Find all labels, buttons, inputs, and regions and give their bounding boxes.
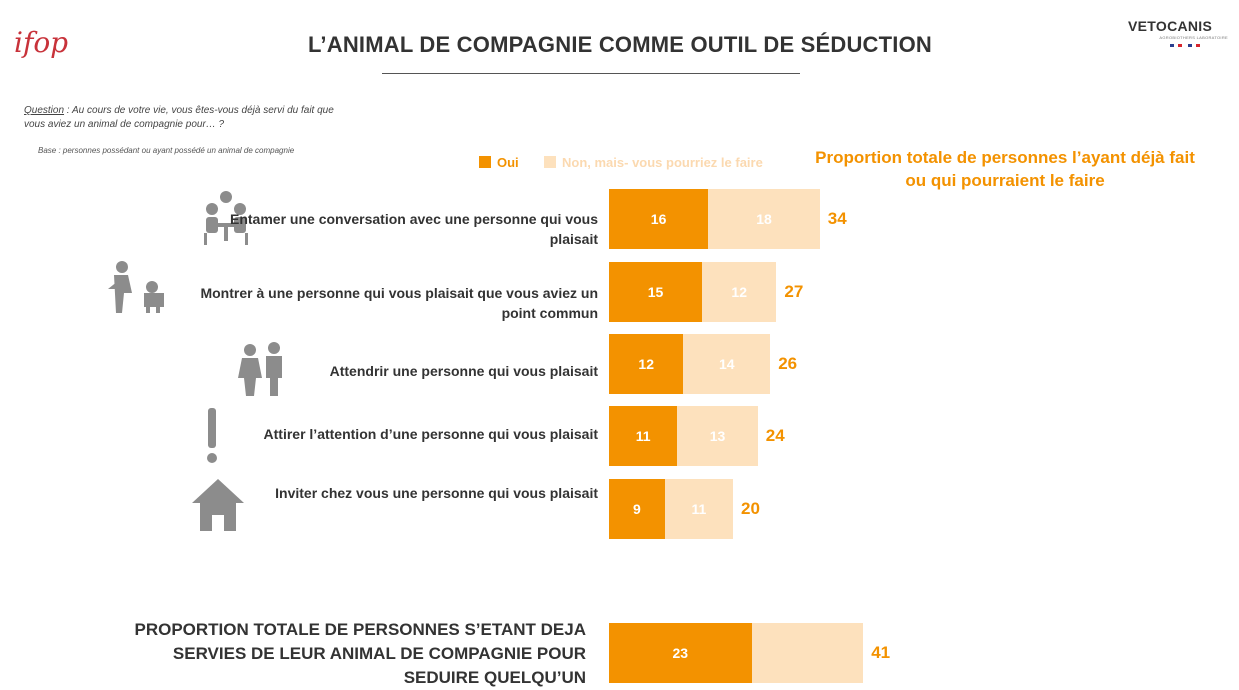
- question-label: Question: [24, 105, 65, 116]
- summary-total-value: 41: [871, 643, 891, 662]
- vetocanis-logo: VETOCANIS AGROBIOTHERS LABORATOIRE: [1128, 18, 1228, 40]
- legend-swatch-non: [544, 156, 556, 168]
- total-value: 27: [784, 282, 804, 301]
- brand-name: VETOCANIS: [1128, 18, 1213, 34]
- ifop-logo-text: ifop: [14, 26, 68, 59]
- legend-label-non: Non, mais- vous pourriez le faire: [562, 154, 763, 170]
- legend-label-oui: Oui: [497, 154, 519, 170]
- bar-oui: 16: [609, 189, 709, 249]
- category-label: Montrer à une personne qui vous plaisait…: [200, 285, 598, 321]
- question-text: : Au cours de votre vie, vous êtes-vous …: [24, 105, 334, 130]
- total-value: 34: [827, 209, 847, 228]
- category-label: Attendrir une personne qui vous plaisait: [329, 363, 598, 379]
- brand-subtitle: AGROBIOTHERS LABORATOIRE: [1159, 35, 1228, 40]
- bar-oui: 12: [609, 334, 684, 394]
- legend-oui: Oui: [479, 154, 519, 170]
- category-label: Attirer l’attention d’une personne qui v…: [263, 426, 598, 442]
- bar-oui: 11: [609, 406, 678, 466]
- bar-oui: 15: [609, 262, 702, 322]
- total-value: 20: [741, 499, 760, 518]
- title-divider: [382, 73, 800, 74]
- category-label: Inviter chez vous une personne qui vous …: [275, 485, 598, 501]
- bar-non: 13: [677, 406, 758, 466]
- couple-icon: [238, 342, 282, 396]
- flag-icon: [1188, 44, 1200, 47]
- survey-question: Question : Au cours de votre vie, vous ê…: [24, 104, 354, 132]
- exclamation-icon: [207, 408, 217, 463]
- house-icon: [192, 479, 244, 531]
- summary-bar-non: [751, 623, 864, 683]
- survey-base: Base : personnes possédant ou ayant poss…: [38, 146, 295, 155]
- bar-oui: 9: [609, 479, 665, 539]
- legend-swatch-oui: [479, 156, 491, 168]
- bar-non: 12: [702, 262, 777, 322]
- person-with-dog-icon: [108, 261, 164, 313]
- bar-non: 14: [683, 334, 771, 394]
- total-value: 26: [778, 354, 798, 373]
- summary-label: PROPORTION TOTALE DE PERSONNES S’ETANT D…: [134, 620, 587, 687]
- flag-icon: [1170, 44, 1182, 47]
- meeting-icon: [204, 191, 248, 245]
- category-label: Entamer une conversation avec une person…: [230, 211, 598, 247]
- ifop-logo: ifop: [14, 26, 68, 59]
- bar-non: 11: [664, 479, 733, 539]
- legend-non: Non, mais- vous pourriez le faire: [544, 154, 763, 170]
- summary-bar-oui: 23: [609, 623, 752, 683]
- total-value: 24: [765, 426, 785, 445]
- page-title: L’ANIMAL DE COMPAGNIE COMME OUTIL DE SÉD…: [308, 32, 932, 57]
- bar-non: 18: [708, 189, 820, 249]
- total-column-header: Proportion totale de personnes l’ayant d…: [815, 148, 1195, 190]
